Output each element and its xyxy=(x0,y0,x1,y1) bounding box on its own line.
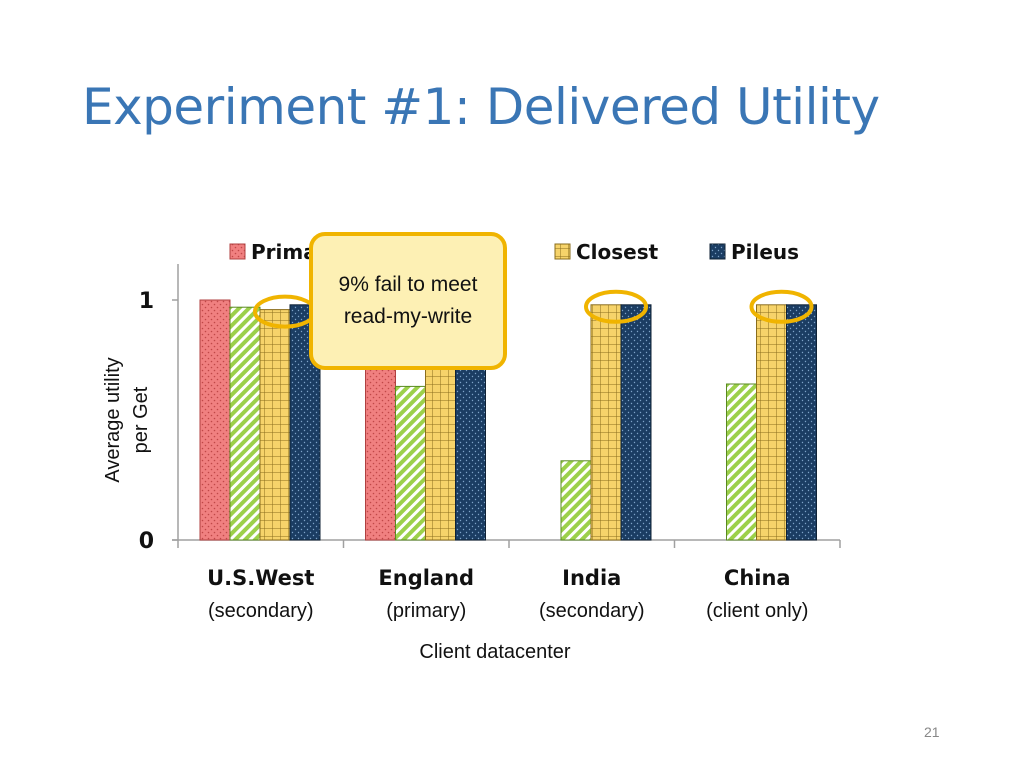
y-tick-label: 1 xyxy=(139,289,154,314)
legend-swatch xyxy=(709,243,726,260)
highlight-ellipse xyxy=(584,289,648,324)
x-category-label: England xyxy=(378,566,474,590)
legend-label: Closest xyxy=(576,240,659,264)
callout-box: 9% fail to meet read-my-write xyxy=(309,232,507,370)
legend-label: Pileus xyxy=(731,240,799,264)
x-category-role: (primary) xyxy=(386,600,466,622)
x-axis-title: Client datacenter xyxy=(419,641,571,663)
x-category-role: (secondary) xyxy=(539,600,645,622)
x-category-label: China xyxy=(724,566,791,590)
bar xyxy=(620,304,652,541)
page-number: 21 xyxy=(924,724,940,740)
legend-swatch xyxy=(554,243,571,260)
bar xyxy=(259,309,291,541)
x-category-label: India xyxy=(562,566,621,590)
x-category-role: (secondary) xyxy=(208,600,314,622)
x-category-role: (client only) xyxy=(706,600,808,622)
x-category-label: U.S.West xyxy=(207,566,314,590)
chart-highlights xyxy=(253,289,814,329)
chart-legend: Primary Closest Pileus xyxy=(229,240,799,264)
bar xyxy=(395,385,426,541)
slide-title: Experiment #1: Delivered Utility xyxy=(82,78,880,136)
bar xyxy=(726,383,757,541)
y-axis-title-line: per Get xyxy=(130,386,152,453)
y-tick-label: 0 xyxy=(139,529,154,554)
chart-bars xyxy=(199,299,817,541)
y-axis-title: Average utility per Get xyxy=(102,357,152,482)
bar xyxy=(786,304,817,541)
bar xyxy=(560,460,592,541)
y-axis-title-line: Average utility xyxy=(102,357,124,482)
chart-labels: 0 1 U.S.West (secondary) England (primary) Ind… xyxy=(102,289,808,663)
bar xyxy=(756,304,787,541)
bar xyxy=(199,299,231,541)
legend-swatch xyxy=(229,243,246,260)
bar xyxy=(590,304,622,541)
highlight-ellipse xyxy=(749,289,814,324)
bar xyxy=(229,306,261,541)
